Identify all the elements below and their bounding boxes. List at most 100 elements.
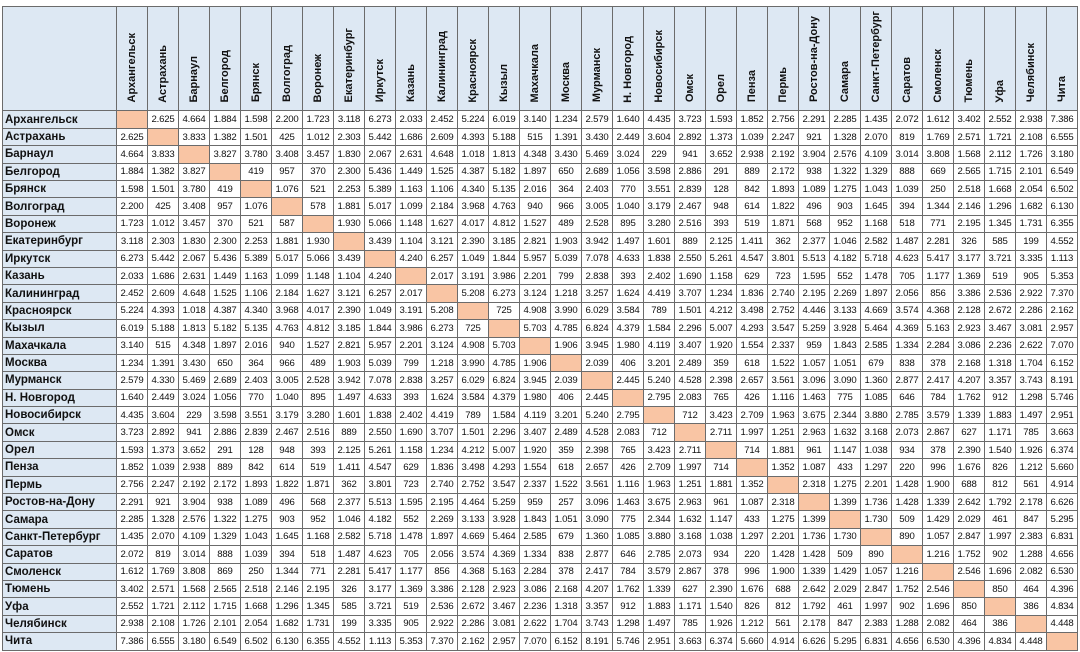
distance-cell: 4.379 [612,319,644,338]
distance-cell: 2.168 [953,353,985,373]
distance-cell: 789 [457,406,489,425]
distance-cell: 2.631 [178,266,210,286]
distance-cell: 1.429 [829,562,861,581]
distance-cell: 3.090 [829,371,861,390]
distance-cell: 1.792 [798,597,830,616]
distance-cell: 8.191 [581,632,613,651]
distance-cell: 1.813 [488,145,520,164]
distance-cell: 4.648 [178,284,210,303]
distance-cell: 3.968 [457,197,489,216]
diagonal-cell [550,353,582,373]
distance-cell: 3.652 [705,145,737,164]
distance-cell: 2.847 [953,527,985,547]
column-header-label: Кызыл [497,64,510,103]
distance-cell: 2.579 [116,371,148,390]
distance-cell: 2.839 [240,423,272,442]
distance-cell: 4.547 [736,249,768,268]
distance-cell: 4.369 [891,319,923,338]
distance-cell: 2.963 [674,493,706,512]
distance-cell: 1.704 [550,614,582,634]
distance-cell: 1.838 [364,406,396,425]
column-header-label: Махачкала [528,43,541,103]
distance-cell: 6.130 [271,632,303,651]
row-header: Иркутск [2,249,117,268]
column-header: Екатеринбург [333,5,365,112]
distance-cell: 1.731 [1015,214,1047,234]
distance-cell: 938 [798,162,830,181]
distance-cell: 646 [891,388,923,408]
distance-cell: 3.561 [581,475,613,495]
distance-cell: 7.070 [519,632,551,651]
distance-cell: 3.439 [333,249,365,268]
distance-cell: 1.844 [488,249,520,268]
distance-cell: 6.273 [116,249,148,268]
distance-cell: 948 [705,197,737,216]
distance-cell: 1.836 [736,284,768,303]
table-row: Мурманск 2.579 4.330 5.469 2.689 2.403 3.005 2.… [2,371,1078,390]
row-header: Ростов-на-Дону [2,493,117,512]
distance-cell: 2.112 [178,597,210,616]
distance-cell: 2.756 [116,475,148,495]
distance-cell: 4.182 [364,510,396,529]
distance-cell: 2.072 [116,545,148,564]
distance-cell: 2.585 [860,336,892,355]
diagonal-cell [860,527,892,547]
distance-cell: 1.830 [178,232,210,251]
distance-cell: 250 [922,179,954,199]
distance-cell: 521 [302,179,334,199]
distance-cell: 1.963 [643,475,675,495]
distance-cell: 8.191 [1046,371,1078,390]
distance-cell: 2.236 [519,597,551,616]
distance-cell: 3.551 [240,406,272,425]
distance-cell: 2.785 [891,406,923,425]
distance-cell: 1.382 [209,127,241,147]
table-row: Омск 3.723 2.892 941 2.886 2.839 2.467 2.516 889… [2,423,1078,442]
distance-cell: 370 [302,162,334,181]
column-header-label: Брянск [249,63,262,103]
distance-cell: 4.908 [519,301,551,321]
distance-cell: 1.501 [674,301,706,321]
distance-cell: 5.389 [240,249,272,268]
distance-cell: 1.897 [860,284,892,303]
diagonal-cell [519,336,551,355]
distance-cell: 1.177 [395,562,427,581]
distance-cell: 4.119 [519,406,551,425]
distance-cell: 1.843 [519,510,551,529]
distance-cell: 3.335 [364,614,396,634]
column-header-label: Ростов-на-Дону [807,16,820,103]
distance-cell: 3.721 [364,597,396,616]
distance-cell: 2.281 [333,562,365,581]
distance-cell: 3.723 [116,423,148,442]
distance-cell: 515 [519,127,551,147]
distance-cell: 1.298 [1015,388,1047,408]
distance-cell: 386 [1015,597,1047,616]
distance-cell: 1.640 [116,388,148,408]
distance-cell: 5.017 [271,249,303,268]
distance-cell: 4.834 [1046,597,1078,616]
distance-cell: 1.612 [922,110,954,129]
distance-cell: 2.383 [1015,527,1047,547]
distance-cell: 1.113 [1046,249,1078,268]
table-row: Москва 1.234 1.391 3.430 650 364 966 489 1.903 5.… [2,353,1078,373]
distance-cell: 1.715 [984,162,1016,181]
row-header: Волгоград [2,197,117,216]
distance-cell: 1.762 [953,388,985,408]
column-header-label: Волгоград [280,45,293,103]
distance-cell: 2.201 [395,336,427,355]
distance-cell: 587 [271,214,303,234]
distance-cell: 6.374 [1046,440,1078,460]
distance-cell: 2.201 [860,475,892,495]
distance-cell: 1.884 [116,162,148,181]
distance-cell: 905 [395,614,427,634]
distance-cell: 3.808 [922,145,954,164]
distance-cell: 5.259 [798,319,830,338]
distance-cell: 1.704 [1015,353,1047,373]
row-header: Казань [2,266,117,286]
distance-cell: 952 [829,214,861,234]
distance-cell: 1.497 [333,388,365,408]
distance-cell: 220 [736,545,768,564]
distance-cell: 2.172 [209,475,241,495]
distance-cell: 2.546 [953,562,985,581]
column-header-label: Астрахань [156,44,169,103]
distance-cell: 1.318 [550,597,582,616]
